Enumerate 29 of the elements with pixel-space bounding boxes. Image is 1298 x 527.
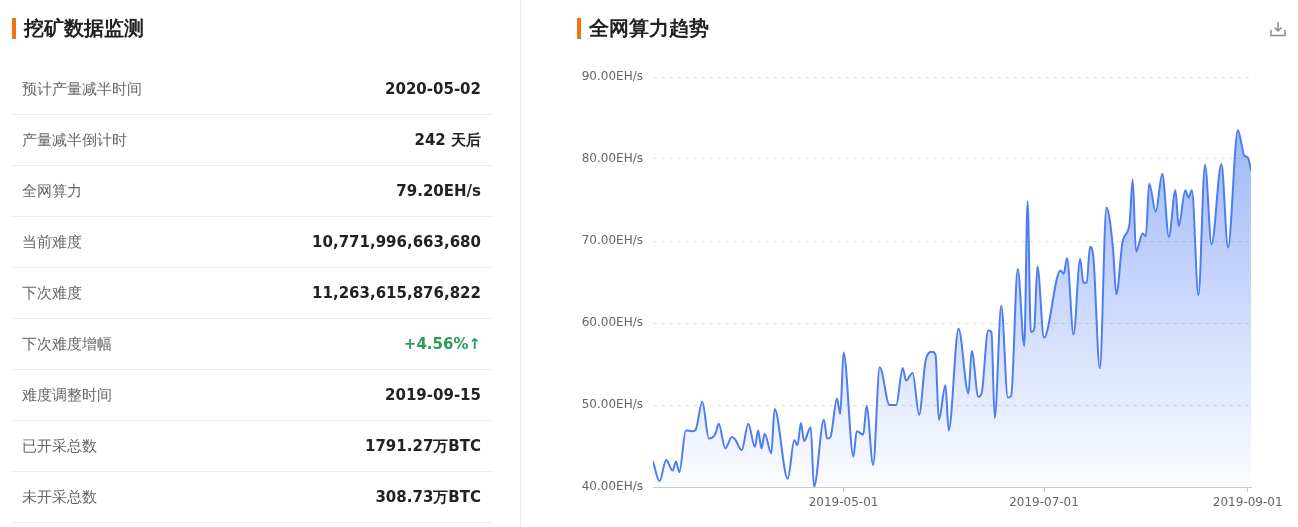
text: 难度调整时间 <box>21 385 112 405</box>
text: +4.56%↑ <box>403 335 482 353</box>
text: 下次难度 <box>21 283 82 303</box>
y-tick-label: 90.00EH/s <box>581 69 643 84</box>
y-tick-label: 70.00EH/s <box>581 233 643 248</box>
text: 已开采总数 <box>21 436 97 456</box>
text: 当前难度 <box>21 232 82 252</box>
text: 79.20EH/s <box>396 182 482 200</box>
text: 全网算力 <box>21 181 82 201</box>
text: 预计产量减半时间 <box>21 79 142 99</box>
text: 2019-09-15 <box>385 386 482 404</box>
x-tick-label: 2019-09-01 <box>1212 495 1283 510</box>
text: 产量减半倒计时 <box>21 130 127 150</box>
text: 242 天后 <box>414 130 482 150</box>
text: 2020-05-02 <box>385 80 482 98</box>
x-tick-label: 2019-05-01 <box>808 495 879 510</box>
text: 未开采总数 <box>21 487 97 507</box>
text: 308.73万BTC <box>375 487 482 507</box>
text: 挖矿数据监测 <box>24 14 144 42</box>
text: 下次难度增幅 <box>21 334 112 354</box>
y-tick-label: 50.00EH/s <box>581 397 643 412</box>
y-tick-label: 40.00EH/s <box>581 479 643 494</box>
y-tick-label: 80.00EH/s <box>581 151 643 166</box>
x-tick-label: 2019-07-01 <box>1009 495 1079 510</box>
y-tick-label: 60.00EH/s <box>581 315 643 330</box>
text: 1791.27万BTC <box>365 436 482 456</box>
text: 10,771,996,663,680 <box>312 233 482 251</box>
chart-title: 全网算力趋势 <box>589 14 709 42</box>
text: 11,263,615,876,822 <box>312 284 482 302</box>
